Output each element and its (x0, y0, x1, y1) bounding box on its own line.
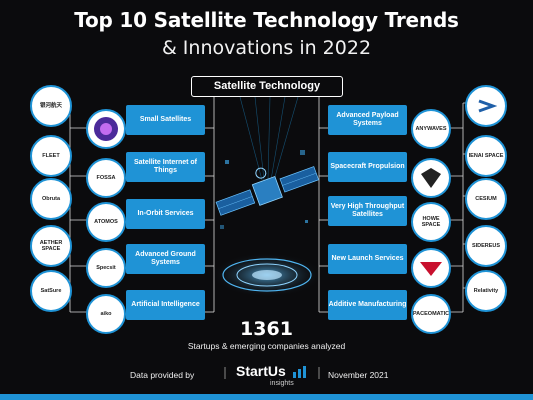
trend-small-satellites: Small Satellites (126, 105, 205, 135)
page-title: Top 10 Satellite Technology Trends (74, 8, 459, 32)
startup-logo: AETHER SPACE (30, 225, 72, 267)
startup-logo: ANYWAVES (411, 109, 451, 149)
startup-logo (411, 158, 451, 198)
trend-vhts: Very High Throughput Satellites (328, 196, 407, 226)
bar-chart-icon (293, 366, 306, 378)
footer-date: November 2021 (328, 370, 389, 380)
startup-logo: aiko (86, 294, 126, 334)
startup-logo: Obruta (30, 178, 72, 220)
center-category-label: Satellite Technology (191, 76, 343, 97)
startup-logo: IENAI SPACE (465, 135, 507, 177)
arrow-emblem-icon (478, 99, 497, 113)
startup-count-caption: Startups & emerging companies analyzed (187, 341, 346, 351)
startup-logo: ATOMOS (86, 202, 126, 242)
trend-spacecraft-propulsion: Spacecraft Propulsion (328, 152, 407, 182)
startup-logo: HOWE SPACE (411, 202, 451, 242)
trend-additive-manufacturing: Additive Manufacturing (328, 290, 407, 320)
trend-satellite-iot: Satellite Internet of Things (126, 152, 205, 182)
page-subtitle: & Innovations in 2022 (161, 37, 372, 59)
trend-new-launch-services: New Launch Services (328, 244, 407, 274)
startup-logo: FLEET (30, 135, 72, 177)
startup-logo: SatSure (30, 270, 72, 312)
startup-logo (411, 248, 451, 288)
startup-logo: 银河航天 (30, 85, 72, 127)
bottom-accent-bar (0, 394, 533, 400)
footer-provided-by: Data provided by (130, 370, 195, 380)
wing-emblem-icon (420, 262, 442, 276)
shield-emblem-icon (421, 168, 441, 188)
startup-logo: SIDEREUS (465, 225, 507, 267)
startus-logo: StartUs (236, 363, 286, 379)
startup-logo: Relativity (465, 270, 507, 312)
startup-logo: CESIUM (465, 178, 507, 220)
pipe-divider-icon (318, 367, 320, 379)
satellite-illustration (212, 150, 322, 297)
trend-advanced-payload-systems: Advanced Payload Systems (328, 105, 407, 135)
startus-logo-subtitle: insights (270, 380, 294, 387)
purple-emblem-icon (94, 117, 118, 141)
startup-logo: SPACEOMATICS (411, 294, 451, 334)
startup-logo: FOSSA (86, 158, 126, 198)
trend-in-orbit-services: In-Orbit Services (126, 199, 205, 229)
startup-logo (86, 109, 126, 149)
pipe-divider-icon (224, 367, 226, 379)
startup-logo: Specsit (86, 248, 126, 288)
trend-advanced-ground-systems: Advanced Ground Systems (126, 244, 205, 274)
trend-artificial-intelligence: Artificial Intelligence (126, 290, 205, 320)
startup-count: 1361 (240, 318, 293, 340)
startup-logo (465, 85, 507, 127)
